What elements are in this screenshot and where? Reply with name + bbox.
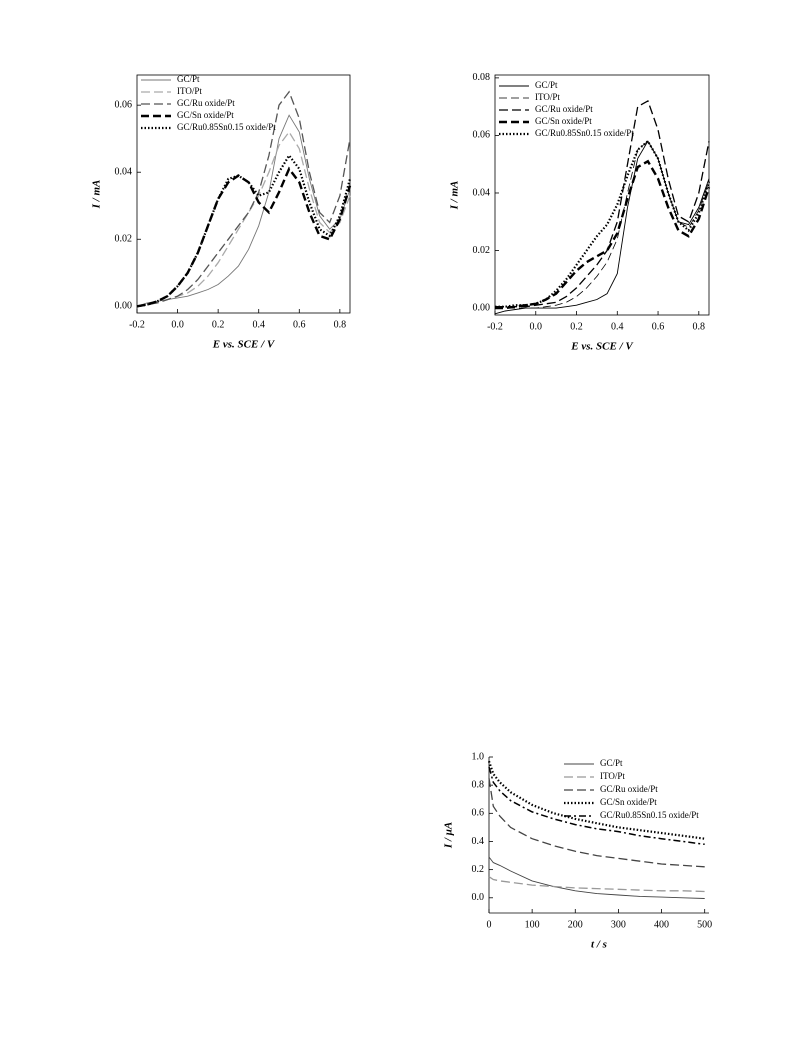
x-tick-label: 0.2	[570, 321, 583, 332]
data-line	[136, 90, 351, 307]
x-tick-label: 0.0	[530, 321, 543, 332]
data-line	[136, 114, 351, 307]
legend-label: GC/Ru oxide/Pt	[177, 98, 235, 108]
y-axis-title: I / mA	[449, 181, 461, 211]
data-line	[495, 159, 711, 310]
x-tick-label: 0.8	[693, 321, 706, 332]
x-tick-label: 0.6	[293, 319, 306, 330]
x-tick-label: 100	[525, 919, 540, 930]
legend-label: GC/Sn oxide/Pt	[177, 110, 234, 120]
y-tick-label: 0.06	[115, 99, 133, 110]
legend-label: GC/Pt	[535, 80, 558, 90]
plot-frame	[494, 74, 710, 316]
legend-label: GC/Ru0.85Sn0.15 oxide/Pt	[177, 122, 276, 132]
y-tick-label: 0.00	[115, 301, 133, 312]
y-tick-label: 0.08	[473, 72, 491, 83]
y-tick-label: 0.04	[473, 187, 491, 198]
x-axis-title: t / s	[591, 939, 607, 951]
x-tick-label: -0.2	[129, 319, 145, 330]
y-axis-title: I / mA	[91, 180, 103, 210]
y-tick-label: 0.02	[473, 245, 491, 256]
y-tick-label: 0.4	[472, 836, 485, 847]
data-line	[136, 153, 352, 308]
x-tick-label: 300	[611, 919, 626, 930]
y-tick-label: 0.2	[472, 864, 485, 875]
y-tick-label: 0.02	[115, 234, 133, 245]
x-tick-label: -0.2	[487, 321, 503, 332]
x-tick-label: 0.4	[611, 321, 624, 332]
data-line	[488, 876, 705, 893]
y-tick-label: 0.04	[115, 167, 133, 178]
y-tick-label: 0.0	[472, 892, 485, 903]
legend-label: GC/Pt	[600, 758, 623, 768]
x-tick-label: 0.4	[252, 319, 265, 330]
legend-label: GC/Sn oxide/Pt	[600, 797, 657, 807]
plot-frame	[136, 74, 351, 314]
x-axis-title: E vs. SCE / V	[212, 339, 276, 351]
x-tick-label: 0	[487, 919, 492, 930]
y-tick-label: 0.6	[472, 808, 485, 819]
data-line	[495, 139, 711, 308]
data-line	[487, 760, 705, 840]
x-tick-label: 0.6	[652, 321, 665, 332]
x-tick-label: 500	[697, 919, 712, 930]
x-tick-label: 0.8	[334, 319, 347, 330]
y-axis-title: I / μA	[443, 822, 455, 849]
data-line	[488, 778, 705, 868]
legend-label: ITO/Pt	[177, 86, 202, 96]
y-tick-label: 0.8	[472, 779, 485, 790]
data-line	[495, 99, 710, 308]
y-tick-label: 1.0	[472, 751, 485, 762]
x-tick-label: 0.0	[171, 319, 184, 330]
x-axis-title: E vs. SCE / V	[570, 341, 634, 353]
legend-label: GC/Ru oxide/Pt	[535, 104, 593, 114]
data-line	[136, 166, 352, 308]
data-line	[488, 856, 705, 899]
y-tick-label: 0.00	[473, 302, 491, 313]
x-tick-label: 200	[568, 919, 583, 930]
legend-label: GC/Pt	[177, 74, 200, 84]
data-line	[488, 766, 705, 846]
legend-label: ITO/Pt	[600, 771, 625, 781]
legend-label: GC/Ru oxide/Pt	[600, 784, 658, 794]
x-tick-label: 0.2	[212, 319, 225, 330]
data-line	[495, 140, 710, 309]
legend-label: ITO/Pt	[535, 92, 560, 102]
legend-label: GC/Ru0.85Sn0.15 oxide/Pt	[600, 810, 699, 820]
y-tick-label: 0.06	[473, 130, 491, 141]
legend-label: GC/Ru0.85Sn0.15 oxide/Pt	[535, 128, 634, 138]
x-tick-label: 400	[654, 919, 669, 930]
legend-label: GC/Sn oxide/Pt	[535, 116, 592, 126]
data-line	[136, 130, 351, 307]
